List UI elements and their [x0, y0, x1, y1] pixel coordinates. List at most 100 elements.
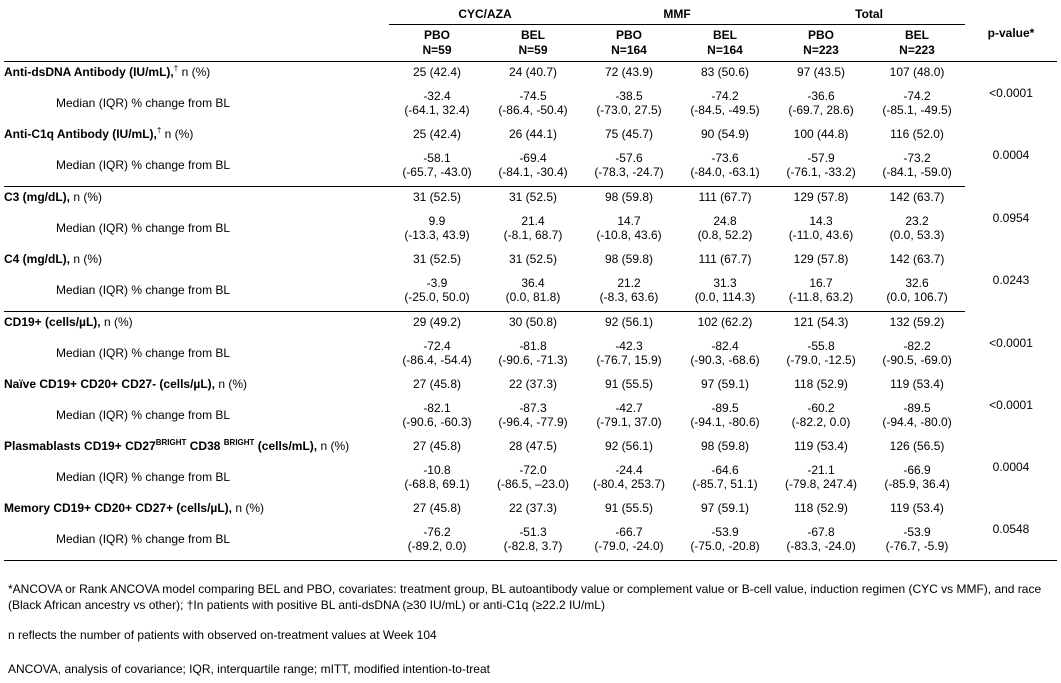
n-cell: 107 (48.0) [889, 65, 945, 79]
median-cell: -74.5 (-86.4, -50.4) [485, 82, 581, 124]
n-cell: 142 (63.7) [889, 190, 945, 204]
n-cell: 119 (53.4) [890, 501, 944, 515]
footnote-ancova: *ANCOVA or Rank ANCOVA model comparing B… [8, 582, 1042, 612]
n-cell: 142 (63.7) [889, 252, 945, 266]
median-cell: -51.3 (-82.8, 3.7) [485, 518, 581, 561]
median-value: -10.8 [423, 463, 451, 477]
n-cell: 132 (59.2) [889, 315, 945, 329]
iqr-value: (-89.2, 0.0) [407, 539, 467, 553]
arm-n: N=223 [899, 43, 935, 57]
median-cell: -89.5 (-94.4, -80.0) [869, 394, 965, 436]
n-cell: 126 (56.5) [889, 439, 945, 453]
arm-name: BEL [713, 28, 737, 42]
iqr-value: (-79.0, -12.5) [786, 353, 856, 367]
n-cell: 26 (44.1) [508, 127, 558, 141]
median-value: -57.6 [615, 151, 643, 165]
iqr-value: (-11.0, 43.6) [788, 228, 854, 242]
median-value: -67.8 [807, 525, 835, 539]
median-value: -60.2 [807, 401, 835, 415]
median-cell: -66.7 (-79.0, -24.0) [581, 518, 677, 561]
median-cell: -82.4 (-90.3, -68.6) [677, 332, 773, 374]
median-value: 14.7 [617, 214, 641, 228]
median-cell: -21.1 (-79.8, 247.4) [773, 456, 869, 498]
median-value: -82.1 [423, 401, 451, 415]
n-cell: 27 (45.8) [412, 439, 462, 453]
arm-name: PBO [615, 28, 642, 42]
row-title: Plasmablasts CD19+ CD27BRIGHT CD38 BRIGH… [4, 439, 317, 454]
iqr-value: (-8.3, 63.6) [599, 290, 659, 304]
table-row: Median (IQR) % change from BL -32.4 (-64.… [4, 82, 1057, 124]
median-cell: 31.3 (0.0, 114.3) [677, 269, 774, 312]
median-label: Median (IQR) % change from BL [56, 408, 231, 422]
row-title: Anti-C1q Antibody (IU/mL), [4, 127, 157, 141]
iqr-value: (-86.5, –23.0) [496, 477, 570, 491]
iqr-value: (-79.1, 37.0) [596, 415, 662, 429]
n-cell: 28 (47.5) [508, 439, 558, 453]
iqr-value: (-76.7, -5.9) [885, 539, 949, 553]
median-cell: -64.6 (-85.7, 51.1) [677, 456, 773, 498]
median-value: -69.4 [519, 151, 547, 165]
n-cell: 97 (43.5) [797, 65, 846, 79]
median-cell: -72.4 (-86.4, -54.4) [389, 332, 485, 374]
median-cell: -66.9 (-85.9, 36.4) [869, 456, 965, 498]
row-title: Naïve CD19+ CD20+ CD27- (cells/µL), [4, 377, 216, 391]
iqr-value: (-90.5, -69.0) [882, 353, 952, 367]
n-cell: 25 (42.4) [412, 127, 462, 141]
n-cell: 119 (53.4) [794, 439, 848, 453]
median-value: -73.6 [711, 151, 739, 165]
n-cell: 31 (52.5) [412, 252, 462, 266]
pvalue-cell: 0.0243 [992, 273, 1030, 288]
dagger-mark: † [173, 64, 179, 73]
median-value: 14.3 [809, 214, 833, 228]
median-value: 31.3 [713, 276, 737, 290]
n-cell: 83 (50.6) [700, 65, 750, 79]
arm-n: N=59 [422, 43, 452, 57]
n-pct-label: n (%) [103, 315, 133, 329]
iqr-value: (-10.8, 43.6) [596, 228, 662, 242]
median-value: 9.9 [428, 214, 446, 228]
n-cell: 111 (67.7) [698, 252, 752, 266]
iqr-value: (0.0, 114.3) [694, 290, 756, 304]
median-cell: -42.3 (-76.7, 15.9) [581, 332, 677, 374]
row-label: Naïve CD19+ CD20+ CD27- (cells/µL), n (%… [4, 374, 389, 394]
iqr-value: (-83.3, -24.0) [786, 539, 856, 553]
median-cell: 9.9 (-13.3, 43.9) [389, 207, 485, 249]
median-value: -57.9 [807, 151, 835, 165]
median-cell: 16.7 (-11.8, 63.2) [773, 269, 870, 312]
arm-header: BEL N=223 [869, 24, 966, 62]
n-cell: 97 (59.1) [700, 377, 750, 391]
median-label: Median (IQR) % change from BL [56, 96, 231, 110]
iqr-value: (-86.4, -50.4) [498, 103, 568, 117]
n-cell: 90 (54.9) [700, 127, 750, 141]
n-cell: 100 (44.8) [793, 127, 849, 141]
group-header-mmf: MMF [581, 4, 774, 25]
median-cell: -42.7 (-79.1, 37.0) [581, 394, 677, 436]
n-cell: 102 (62.2) [697, 315, 753, 329]
table-row: Anti-dsDNA Antibody (IU/mL),† n (%) 25 (… [4, 62, 1057, 100]
table-row: Memory CD19+ CD20+ CD27+ (cells/µL), n (… [4, 498, 1058, 561]
table-row: Plasmablasts CD19+ CD27BRIGHT CD38 BRIGH… [4, 436, 1057, 475]
median-value: -55.8 [807, 339, 835, 353]
pvalue-cell: 0.0548 [965, 498, 1058, 561]
arm-name: BEL [905, 28, 930, 42]
median-cell: -74.2 (-84.5, -49.5) [677, 82, 773, 124]
median-label: Median (IQR) % change from BL [56, 470, 231, 484]
arm-header: PBO N=164 [581, 24, 677, 62]
iqr-value: (0.8, 52.2) [697, 228, 753, 242]
table-row: C4 (mg/dL), n (%) 31 (52.5) 31 (52.5) 98… [4, 249, 1057, 287]
table-row: Median (IQR) % change from BL -82.1 (-90.… [4, 394, 1057, 436]
n-cell: 29 (49.2) [412, 315, 462, 329]
table-row: CD19+ (cells/µL), n (%) 29 (49.2) 30 (50… [4, 312, 1057, 350]
n-pct-label: n (%) [164, 127, 194, 141]
iqr-value: (-73.0, 27.5) [596, 103, 662, 117]
median-value: -3.9 [426, 276, 448, 290]
iqr-value: (-94.1, -80.6) [690, 415, 760, 429]
table-row: Median (IQR) % change from BL -72.4 (-86.… [4, 332, 1057, 374]
n-pct-label: n (%) [73, 252, 103, 266]
iqr-value: (-79.0, -24.0) [594, 539, 664, 553]
iqr-value: (-64.1, 32.4) [404, 103, 470, 117]
n-cell: 25 (42.4) [412, 65, 462, 79]
n-cell: 75 (45.7) [604, 127, 654, 141]
iqr-value: (-85.1, -49.5) [882, 103, 952, 117]
arm-name: BEL [521, 28, 545, 42]
